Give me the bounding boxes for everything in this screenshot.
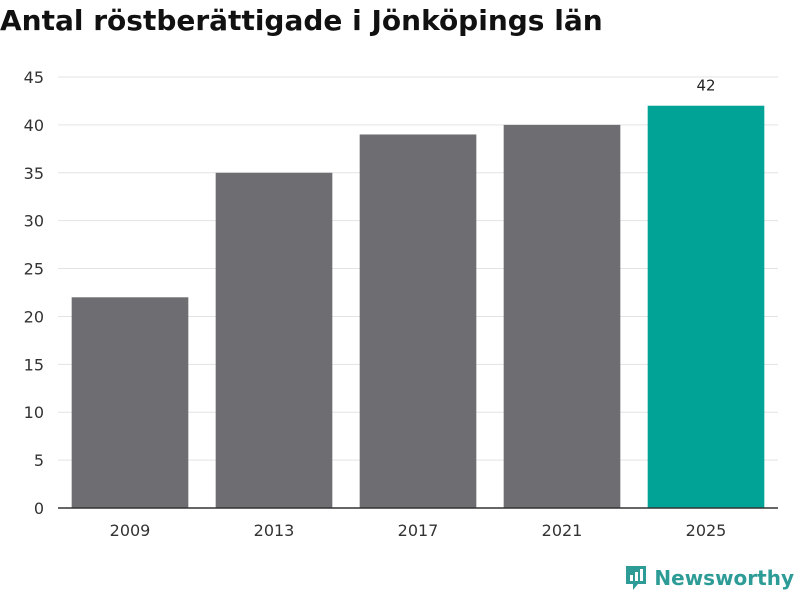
y-tick-label: 35 <box>24 164 44 183</box>
x-tick-label: 2013 <box>254 521 295 540</box>
y-tick-label: 20 <box>24 307 44 326</box>
bar <box>503 124 621 508</box>
y-tick-label: 45 <box>24 68 44 87</box>
x-tick-label: 2009 <box>110 521 151 540</box>
bar <box>647 105 765 508</box>
y-tick-label: 15 <box>24 355 44 374</box>
x-tick-label: 2021 <box>542 521 583 540</box>
newsworthy-logo-icon <box>626 566 647 590</box>
y-tick-label: 5 <box>34 451 44 470</box>
brand-name: Newsworthy <box>654 566 794 590</box>
x-tick-label: 2017 <box>398 521 439 540</box>
data-label: 42 <box>696 77 715 95</box>
y-tick-label: 30 <box>24 212 44 231</box>
brand-logo: Newsworthy <box>624 564 794 592</box>
bar <box>359 134 477 508</box>
y-tick-label: 40 <box>24 116 44 135</box>
chart-title: Antal röstberättigade i Jönköpings län <box>0 4 603 37</box>
y-tick-label: 0 <box>34 499 44 518</box>
x-tick-label: 2025 <box>686 521 727 540</box>
bar <box>71 297 189 508</box>
y-tick-label: 10 <box>24 403 44 422</box>
y-tick-label: 25 <box>24 260 44 279</box>
bar <box>215 172 333 508</box>
